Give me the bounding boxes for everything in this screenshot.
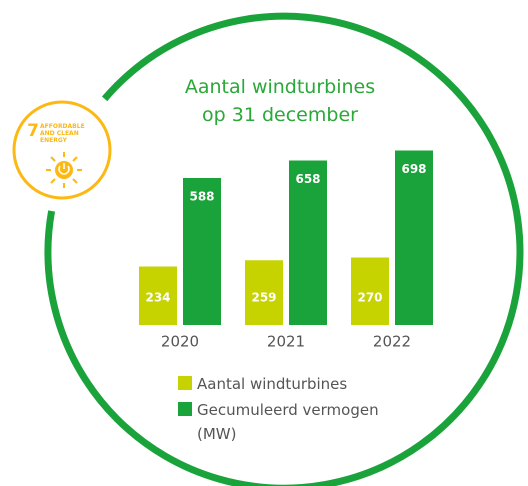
data-label: 698 — [401, 162, 426, 176]
bar — [245, 260, 283, 325]
x-tick-label: 2022 — [373, 333, 411, 351]
x-tick-label: 2021 — [267, 333, 305, 351]
data-label: 259 — [251, 291, 276, 305]
bar — [289, 160, 327, 325]
bar — [395, 150, 433, 325]
bar — [139, 266, 177, 325]
badge-number: 7 — [27, 121, 39, 141]
sun-icon — [46, 152, 82, 188]
badge-text: AFFORDABLE AND CLEAN ENERGY — [40, 123, 85, 145]
legend-label: Aantal windturbines — [197, 375, 348, 393]
data-label: 234 — [145, 291, 170, 305]
data-label: 270 — [357, 291, 382, 305]
badge-circle — [12, 100, 112, 200]
legend-swatch — [178, 402, 192, 416]
chart-title: Aantal windturbines op 31 december — [184, 76, 376, 126]
x-tick-label: 2020 — [161, 333, 199, 351]
legend-label: Gecumuleerd vermogen (MW) — [197, 401, 379, 443]
legend-swatch — [178, 376, 192, 390]
frame-arc — [44, 12, 524, 486]
bar — [183, 178, 221, 325]
data-label: 588 — [189, 190, 214, 204]
bar — [351, 257, 389, 325]
data-label: 658 — [295, 172, 320, 186]
